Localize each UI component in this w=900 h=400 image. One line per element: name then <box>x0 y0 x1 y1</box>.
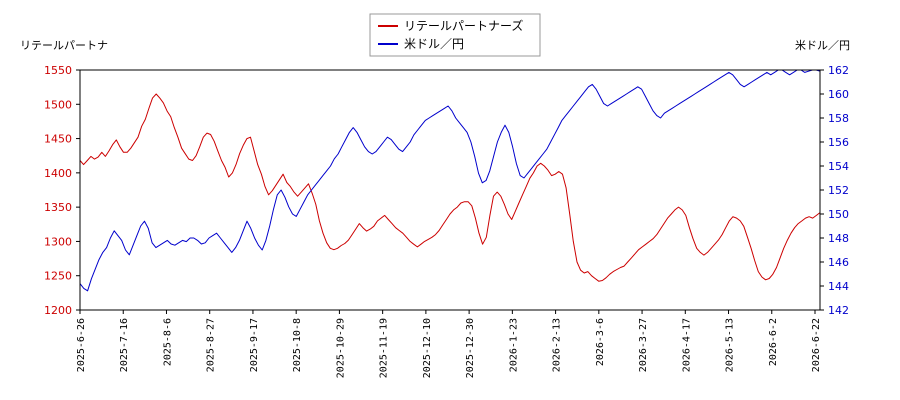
left-tick-label: 1550 <box>44 64 72 77</box>
x-tick-label: 2026-2-13 <box>552 318 563 372</box>
x-tick-label: 2026-3-27 <box>638 318 649 372</box>
left-tick-label: 1350 <box>44 201 72 214</box>
x-tick-label: 2025-10-29 <box>335 318 346 378</box>
series-line-usdjpy <box>79 69 821 292</box>
x-tick-label: 2026-1-23 <box>508 318 519 372</box>
legend-label-usdjpy: 米ドル／円 <box>404 37 464 51</box>
x-tick-label: 2025-9-17 <box>249 318 260 372</box>
right-tick-label: 148 <box>828 232 849 245</box>
left-tick-label: 1450 <box>44 133 72 146</box>
right-tick-label: 144 <box>828 280 849 293</box>
right-tick-label: 162 <box>828 64 849 77</box>
x-tick-label: 2025-6-26 <box>76 318 87 372</box>
x-tick-label: 2026-3-6 <box>595 318 606 366</box>
right-tick-label: 160 <box>828 88 849 101</box>
left-tick-label: 1500 <box>44 98 72 111</box>
series-lines <box>79 69 821 292</box>
x-tick-label: 2025-12-10 <box>422 318 433 378</box>
right-tick-label: 142 <box>828 304 849 317</box>
left-axis-ticks: 1200 1250 1300 1350 1400 1450 1500 1550 <box>44 64 80 317</box>
plot-frame <box>79 69 821 311</box>
right-tick-label: 158 <box>828 112 849 125</box>
left-tick-label: 1250 <box>44 270 72 283</box>
left-tick-label: 1400 <box>44 167 72 180</box>
right-tick-label: 152 <box>828 184 849 197</box>
legend-label-retail: リテールパートナーズ <box>404 18 523 33</box>
left-tick-label: 1300 <box>44 235 72 248</box>
x-tick-label: 2025-7-16 <box>119 318 130 372</box>
left-axis-title: リテールパートナ <box>20 39 108 52</box>
right-tick-label: 150 <box>828 208 849 221</box>
right-axis-title: 米ドル／円 <box>795 39 850 52</box>
x-tick-label: 2026-6-2 <box>768 318 779 366</box>
x-tick-label: 2025-11-19 <box>379 318 390 378</box>
x-tick-label: 2025-8-27 <box>206 318 217 372</box>
x-tick-label: 2026-5-13 <box>725 318 736 372</box>
right-tick-label: 156 <box>828 136 849 149</box>
left-tick-label: 1200 <box>44 304 72 317</box>
legend: リテールパートナーズ 米ドル／円 <box>369 13 541 57</box>
right-axis-ticks: 142 144 146 148 150 152 154 156 158 160 162 <box>820 64 849 317</box>
x-tick-label: 2026-6-22 <box>811 318 822 372</box>
legend-box <box>369 13 541 57</box>
x-tick-label: 2025-8-6 <box>162 318 173 366</box>
x-axis-ticks: 2025-6-26 2025-7-16 2025-8-6 2025-8-27 2025-… <box>76 310 822 378</box>
x-tick-label: 2025-12-30 <box>465 318 476 378</box>
series-line-retail <box>79 93 821 282</box>
right-tick-label: 146 <box>828 256 849 269</box>
x-tick-label: 2025-10-8 <box>292 318 303 372</box>
right-tick-label: 154 <box>828 160 849 173</box>
x-tick-label: 2026-4-17 <box>681 318 692 372</box>
